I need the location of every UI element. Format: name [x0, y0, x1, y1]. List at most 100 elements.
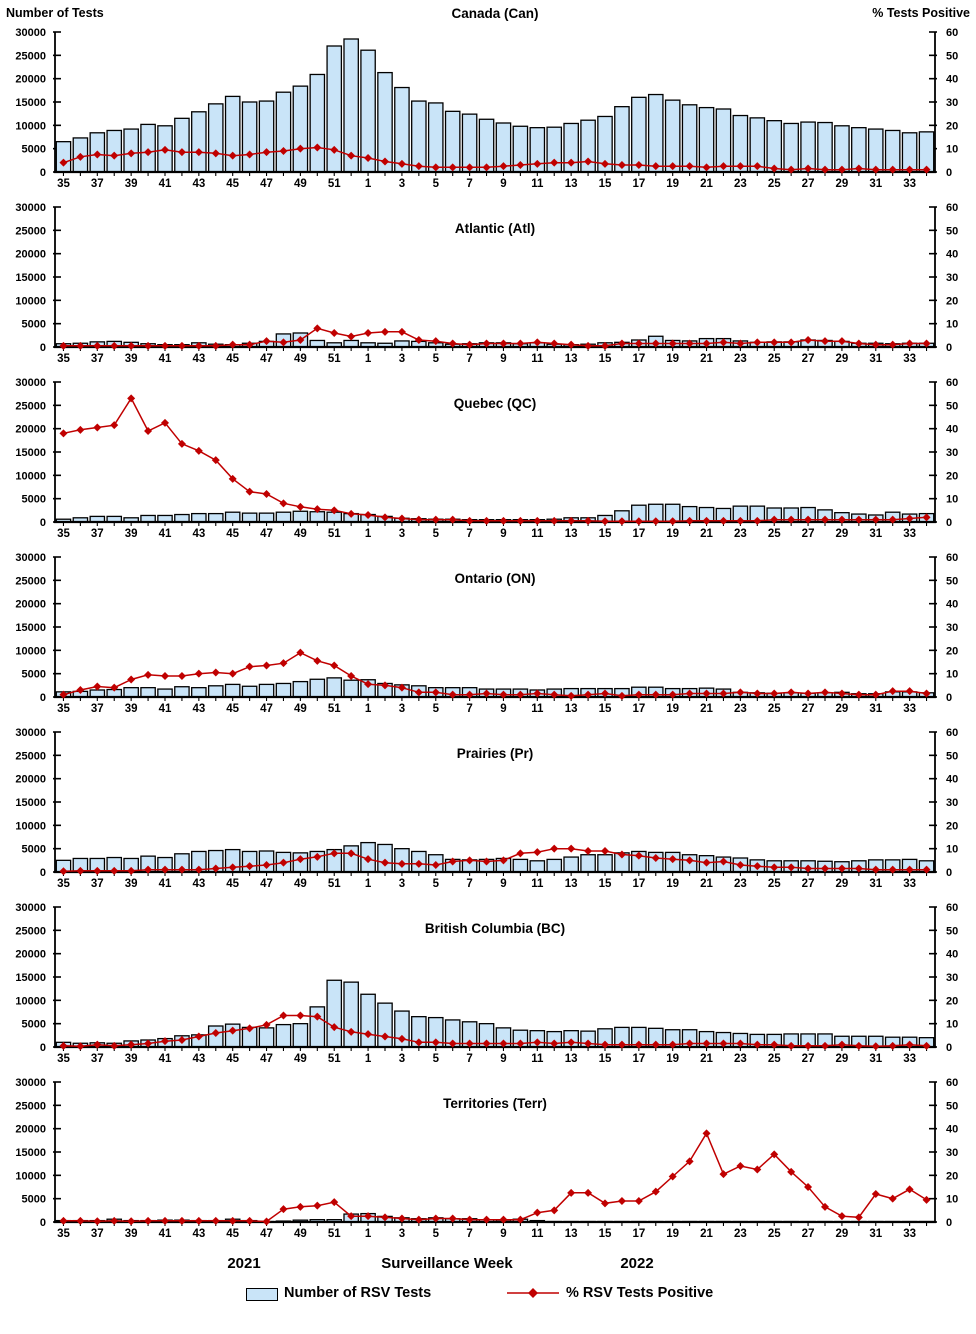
x-axis-tick-label: 11 — [531, 353, 544, 365]
x-axis-tick-label: 35 — [57, 878, 70, 890]
diamond-marker-icon — [414, 859, 423, 868]
diamond-marker-icon — [668, 339, 677, 348]
diamond-marker-icon — [397, 683, 406, 692]
diamond-marker-icon — [194, 148, 203, 157]
diamond-marker-icon — [617, 517, 626, 526]
x-axis-tick-label: 1 — [365, 528, 372, 540]
left-axis-tick-label: 25000 — [15, 1100, 46, 1112]
diamond-marker-icon — [347, 1212, 356, 1221]
x-axis-tick-label: 3 — [399, 703, 405, 715]
legend-bar-label: Number of RSV Tests — [284, 1285, 432, 1301]
diamond-marker-icon — [228, 1026, 237, 1035]
x-axis-tick-label: 27 — [802, 1053, 815, 1065]
diamond-marker-icon — [533, 1038, 542, 1047]
legend-line-marker-icon — [507, 1288, 559, 1298]
diamond-marker-icon — [194, 341, 203, 350]
diamond-marker-icon — [211, 149, 220, 158]
diamond-marker-icon — [347, 332, 356, 341]
diamond-marker-icon — [59, 158, 68, 167]
diamond-marker-icon — [161, 672, 169, 680]
diamond-marker-icon — [397, 1214, 406, 1223]
diamond-marker-icon — [448, 857, 457, 866]
right-axis-tick-label: 0 — [946, 167, 952, 179]
right-axis-tick-label: 60 — [946, 727, 958, 739]
x-axis-tick-label: 31 — [869, 178, 882, 190]
bar — [292, 510, 309, 523]
diamond-marker-icon — [770, 338, 779, 347]
left-axis-tick-label: 20000 — [15, 74, 46, 86]
diamond-marker-icon — [821, 165, 829, 174]
bar — [309, 678, 326, 698]
x-axis-tick-label: 19 — [666, 1053, 679, 1065]
right-axis-tick-label: 20 — [946, 1170, 958, 1182]
left-axis-tick-label: 25000 — [15, 750, 46, 762]
diamond-marker-icon — [888, 1041, 897, 1050]
diamond-marker-icon — [719, 162, 728, 171]
diamond-marker-icon — [787, 515, 796, 524]
bar — [597, 854, 613, 873]
right-axis-tick-label: 30 — [946, 622, 958, 634]
right-axis-tick-label: 20 — [946, 470, 958, 482]
diamond-marker-icon — [330, 329, 339, 337]
diamond-marker-icon — [465, 1215, 474, 1224]
diamond-marker-icon — [837, 1040, 846, 1049]
left-axis-tick-label: 20000 — [15, 1124, 46, 1136]
x-axis-tick-label: 27 — [802, 703, 815, 715]
diamond-marker-icon — [177, 865, 186, 874]
diamond-marker-icon — [347, 509, 356, 518]
x-axis-tick-label: 21 — [700, 878, 713, 890]
x-axis-tick-label: 25 — [768, 353, 781, 365]
diamond-marker-icon — [533, 516, 542, 525]
diamond-marker-icon — [364, 1030, 373, 1039]
diamond-marker-icon — [59, 690, 68, 699]
diamond-marker-icon — [516, 516, 525, 525]
right-axis-tick-label: 20 — [946, 295, 958, 307]
x-axis-tick-label: 9 — [500, 703, 506, 715]
diamond-marker-icon — [905, 687, 914, 696]
diamond-marker-icon — [177, 439, 186, 448]
bar — [411, 100, 427, 173]
x-axis-tick-label: 31 — [869, 878, 882, 890]
panel-atlantic-atl: 0 5000 10000 15000 20000 25000 30000 0 10 20 30 40 5… — [15, 202, 958, 365]
left-axis-tick-label: 30000 — [15, 1077, 46, 1089]
diamond-marker-icon — [364, 855, 373, 864]
diamond-marker-icon — [668, 855, 677, 864]
x-axis-tick-label: 11 — [531, 178, 544, 190]
diamond-marker-icon — [584, 341, 593, 350]
x-axis-tick-label: 25 — [768, 528, 781, 540]
left-axis-tick-label: 25000 — [15, 575, 46, 587]
diamond-marker-icon — [804, 515, 813, 524]
diamond-marker-icon — [821, 337, 829, 346]
x-axis-tick-label: 23 — [734, 1053, 747, 1065]
x-axis-tick-label: 1 — [365, 353, 372, 365]
diamond-marker-icon — [279, 338, 288, 347]
x-axis-tick-label: 13 — [565, 1228, 578, 1240]
left-axis-tick-label: 20000 — [15, 249, 46, 261]
diamond-marker-icon — [110, 683, 119, 692]
diamond-marker-icon — [93, 866, 102, 875]
diamond-marker-icon — [922, 165, 931, 174]
diamond-marker-icon — [601, 847, 609, 855]
diamond-marker-icon — [634, 161, 643, 169]
diamond-marker-icon — [330, 506, 339, 515]
diamond-marker-icon — [617, 850, 626, 859]
x-axis-tick-label: 45 — [226, 1053, 239, 1065]
diamond-marker-icon — [550, 690, 559, 699]
x-axis-tick-label: 49 — [294, 703, 307, 715]
diamond-marker-icon — [381, 858, 389, 867]
panel-title: Quebec (QC) — [454, 396, 537, 411]
diamond-marker-icon — [753, 862, 762, 871]
x-axis-tick-label: 17 — [632, 703, 645, 715]
x-axis-tick-label: 43 — [192, 1228, 205, 1240]
bar — [241, 512, 258, 523]
diamond-marker-icon — [414, 688, 423, 697]
x-axis-title-row: 2021 Surveillance Week 2022 — [0, 1251, 976, 1279]
diamond-marker-icon — [871, 340, 880, 349]
x-axis-tick-label: 15 — [599, 353, 612, 365]
diamond-marker-icon — [871, 515, 880, 524]
bar — [292, 1023, 309, 1048]
diamond-marker-icon — [888, 165, 897, 174]
diamond-marker-icon — [296, 1202, 305, 1211]
right-axis-tick-label: 50 — [946, 225, 958, 237]
diamond-marker-icon — [127, 1040, 136, 1049]
